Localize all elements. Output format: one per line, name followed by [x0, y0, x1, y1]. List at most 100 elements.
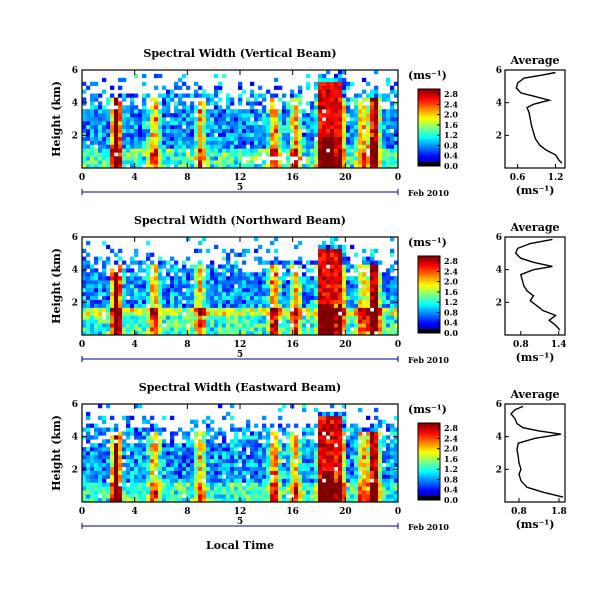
heatmap-cell	[330, 307, 335, 312]
heatmap-cell	[234, 323, 239, 328]
heatmap-cell	[102, 482, 107, 487]
heatmap-cell	[134, 482, 139, 487]
heatmap-cell	[150, 307, 155, 312]
heatmap-cell	[122, 128, 127, 134]
heatmap-cell	[230, 319, 235, 324]
heatmap-cell	[366, 105, 371, 110]
heatmap-cell	[218, 447, 223, 452]
heatmap-cell	[338, 136, 343, 141]
heatmap-cell	[290, 319, 295, 324]
heatmap-cell	[126, 109, 131, 114]
heatmap-cell	[278, 447, 283, 452]
heatmap-cell	[150, 331, 155, 336]
heatmap-cell	[154, 315, 159, 320]
heatmap-cell	[210, 109, 215, 114]
heatmap-cell	[106, 140, 111, 145]
heatmap-cell	[350, 486, 355, 491]
heatmap-cell	[122, 291, 127, 297]
heatmap-cell	[310, 295, 315, 301]
heatmap-cell	[182, 81, 187, 86]
colorbar-step	[418, 267, 440, 270]
heatmap-cell	[102, 77, 107, 83]
heatmap-cell	[298, 120, 303, 126]
heatmap-cell	[294, 482, 299, 487]
heatmap-cell	[110, 323, 115, 328]
heatmap-cell	[138, 109, 143, 114]
heatmap-cell	[214, 431, 219, 436]
heatmap-cell	[298, 140, 303, 145]
heatmap-cell	[290, 470, 295, 475]
heatmap-cell	[318, 482, 323, 487]
heatmap-cell	[82, 478, 87, 483]
heatmap-cell	[210, 113, 215, 118]
heatmap-cell	[130, 260, 135, 265]
colorbar-step	[418, 117, 440, 121]
heatmap-cell	[186, 443, 191, 448]
heatmap-cell	[346, 427, 351, 432]
heatmap-cell	[126, 498, 131, 503]
heatmap-cell	[158, 454, 163, 460]
heatmap-cell	[214, 144, 219, 149]
heatmap-cell	[342, 113, 347, 118]
heatmap-cell	[146, 494, 151, 499]
heatmap-cell	[318, 276, 323, 281]
colorbar-tick-label: 0.0	[444, 161, 458, 171]
heatmap-cell	[98, 152, 103, 157]
heatmap-cell	[126, 303, 131, 308]
heatmap-cell	[90, 93, 95, 98]
heatmap-cell	[338, 291, 343, 297]
heatmap-cell	[362, 311, 367, 316]
heatmap-cell	[266, 164, 271, 169]
heatmap-cell	[142, 128, 147, 134]
heatmap-cell	[350, 295, 355, 301]
heatmap-cell	[162, 85, 167, 90]
heatmap-cell	[102, 156, 107, 161]
heatmap-cell	[170, 287, 175, 293]
heatmap-cell	[386, 291, 391, 297]
heatmap-cell	[154, 117, 159, 122]
heatmap-cell	[282, 486, 287, 491]
heatmap-cell	[206, 486, 211, 491]
heatmap-cell	[322, 248, 327, 253]
heatmap-cell	[342, 419, 347, 424]
heatmap-cell	[154, 97, 159, 102]
heatmap-cell	[394, 439, 399, 444]
heatmap-cell	[206, 295, 211, 301]
heatmap-cell	[174, 454, 179, 460]
heatmap-cell	[202, 319, 207, 324]
heatmap-cell	[286, 152, 291, 157]
heatmap-cell	[146, 164, 151, 169]
heatmap-cell	[202, 454, 207, 460]
heatmap-cell	[266, 128, 271, 134]
heatmap-cell	[306, 470, 311, 475]
heatmap-cell	[318, 128, 323, 134]
heatmap-cell	[270, 299, 275, 304]
heatmap-cell	[94, 105, 99, 110]
heatmap-cell	[242, 128, 247, 134]
heatmap-cell	[314, 315, 319, 320]
heatmap-cell	[326, 458, 331, 464]
heatmap-cell	[102, 331, 107, 336]
heatmap-cell	[298, 276, 303, 281]
heatmap-cell	[198, 494, 203, 499]
x-tick-label: 20	[339, 173, 352, 183]
heatmap-cell	[286, 303, 291, 308]
heatmap-cell	[206, 93, 211, 98]
heatmap-cell	[126, 148, 131, 153]
heatmap-cell	[86, 447, 91, 452]
heatmap-cell	[198, 470, 203, 475]
heatmap-cell	[230, 474, 235, 479]
heatmap-cell	[274, 470, 279, 475]
heatmap-cell	[134, 120, 139, 126]
heatmap-cell	[278, 327, 283, 332]
heatmap-cell	[314, 478, 319, 483]
heatmap-cell	[282, 490, 287, 495]
heatmap-cell	[334, 411, 339, 417]
heatmap-cell	[186, 482, 191, 487]
heatmap-cell	[250, 109, 255, 114]
y-tick-label: 2	[72, 465, 78, 475]
heatmap-cell	[270, 482, 275, 487]
heatmap-cell	[114, 291, 119, 297]
heatmap-cell	[118, 101, 123, 106]
colorbar-step	[418, 323, 440, 326]
